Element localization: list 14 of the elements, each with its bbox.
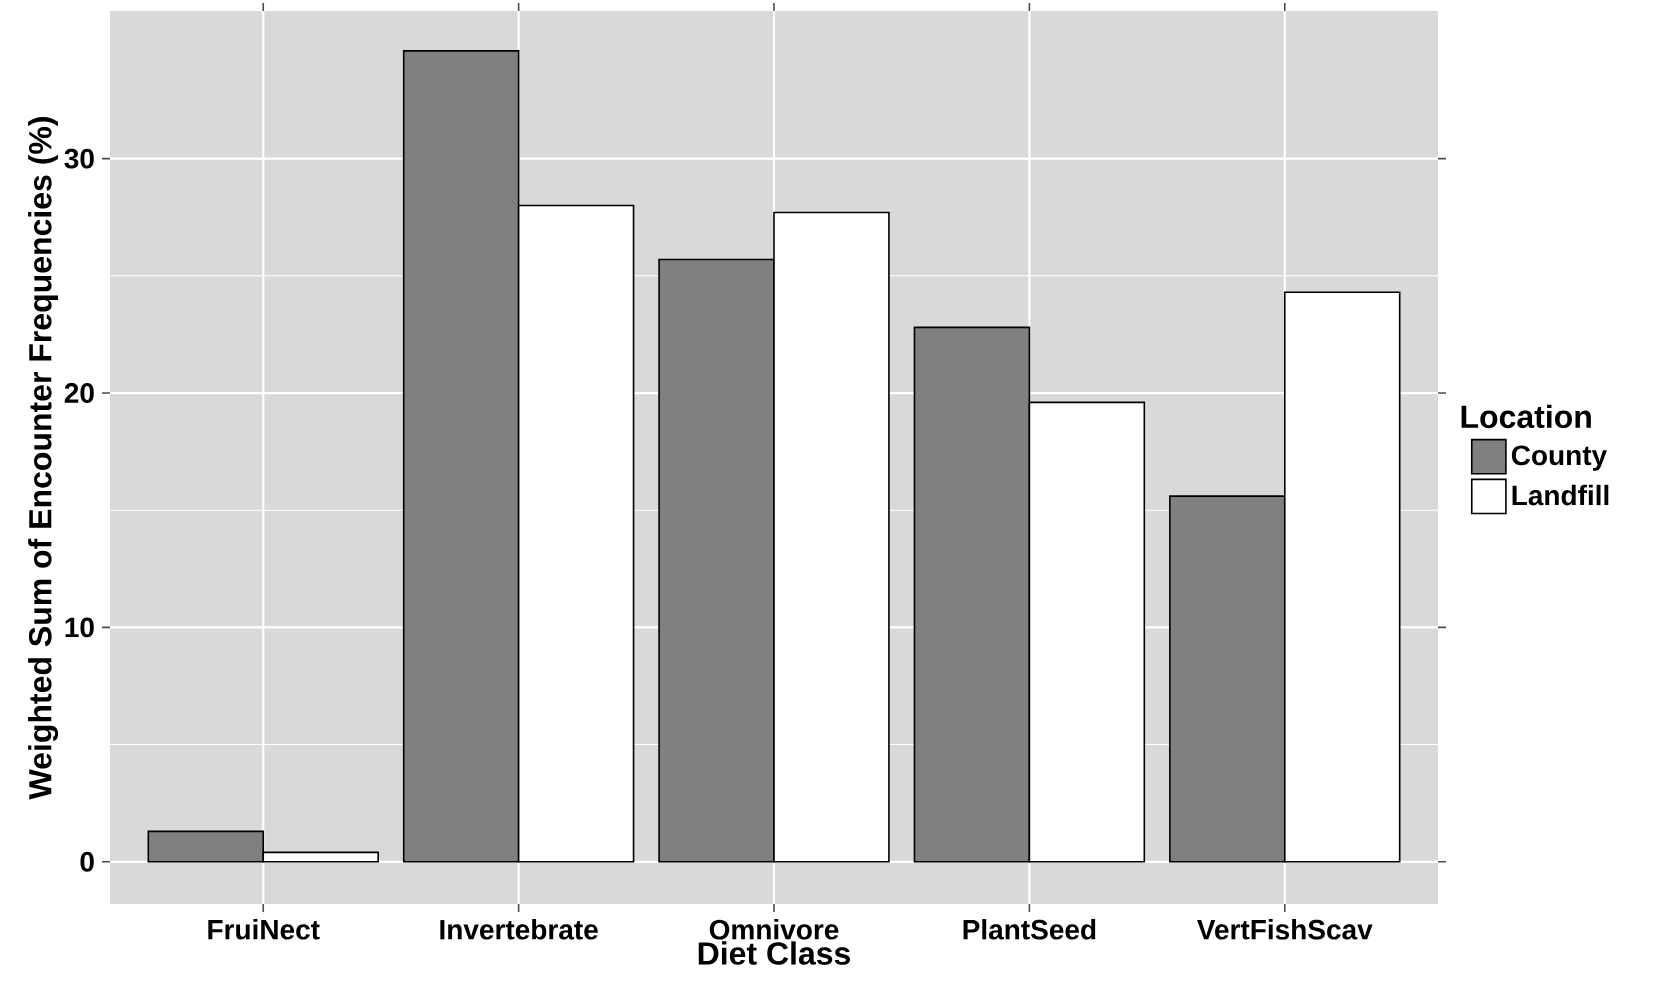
legend-label: County — [1511, 445, 1607, 471]
x-tick-label: PlantSeed — [963, 919, 1096, 940]
y-tick-label: 20 — [64, 383, 94, 403]
x-axis-title: Diet Class — [698, 941, 850, 965]
y-tick-label: 30 — [64, 148, 94, 169]
x-tick-label: FruiNect — [208, 919, 320, 940]
y-tick-label: 10 — [65, 617, 94, 638]
x-tick-label: Invertebrate — [440, 919, 598, 940]
legend-title: Location — [1461, 404, 1591, 429]
y-axis-title: Weighted Sum of Encounter Frequencies (%) — [28, 117, 59, 800]
x-tick-label: Omnivore — [709, 919, 839, 940]
x-tick-label: VertFishScav — [1197, 919, 1373, 940]
legend-label: Landfill — [1512, 484, 1609, 506]
y-tick-label: 0 — [80, 851, 94, 872]
